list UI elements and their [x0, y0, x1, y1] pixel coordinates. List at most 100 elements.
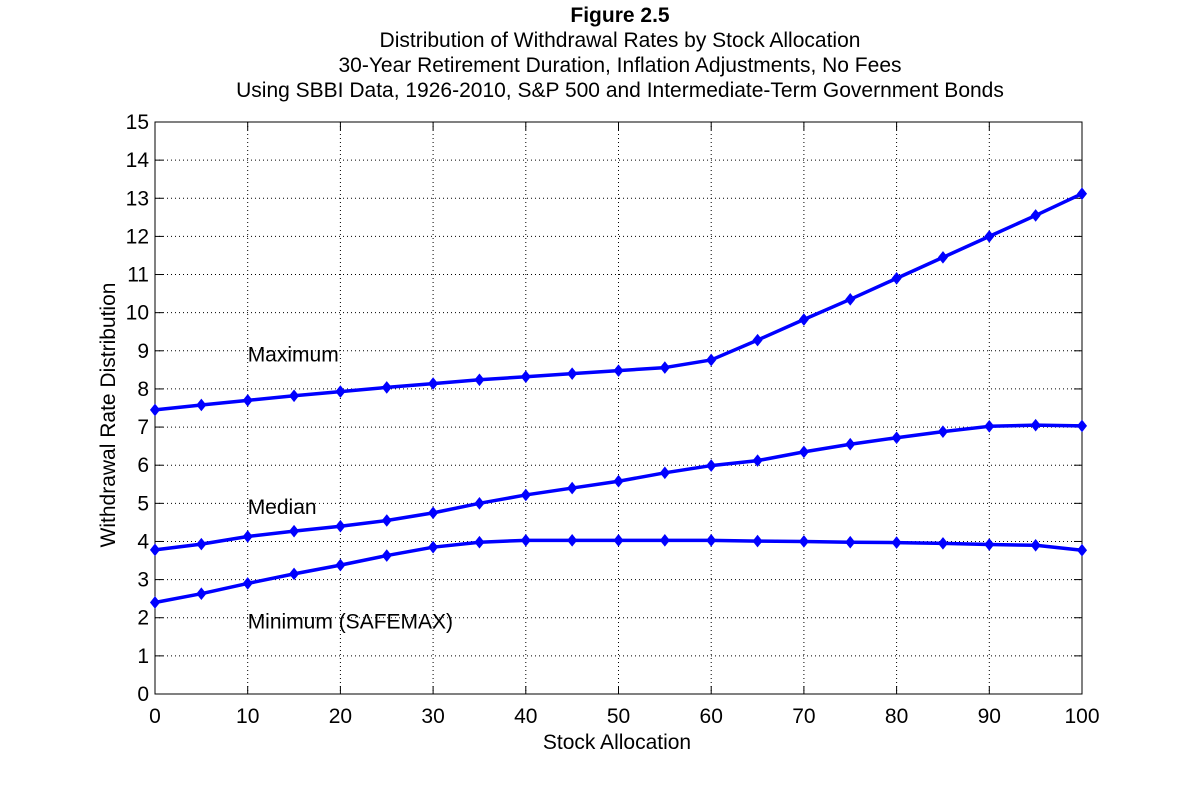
series-annotations: Maximum Median Minimum (SAFEMAX) [248, 344, 453, 634]
data-point-maximum [567, 367, 578, 380]
data-series [149, 187, 1088, 609]
data-point-minimum-safemax [659, 534, 670, 547]
y-tick-label: 14 [126, 149, 150, 172]
data-point-maximum [984, 230, 995, 243]
data-point-maximum [196, 398, 207, 412]
data-point-minimum-safemax [937, 537, 948, 550]
data-point-maximum [474, 373, 485, 387]
x-tick-label: 90 [978, 705, 1001, 728]
data-point-minimum-safemax [845, 535, 856, 549]
data-point-maximum [752, 333, 763, 347]
data-point-minimum-safemax [242, 577, 253, 590]
y-tick-label: 7 [137, 416, 149, 439]
y-tick-label: 2 [137, 607, 149, 630]
x-axis-label: Stock Allocation [543, 731, 691, 754]
x-tick-label: 40 [514, 705, 537, 728]
data-point-median [798, 445, 809, 459]
chart-subtitle-3: Using SBBI Data, 1926-2010, S&P 500 and … [236, 79, 1004, 102]
data-point-median [428, 506, 439, 520]
data-point-maximum [335, 385, 346, 398]
data-point-median [520, 488, 531, 502]
x-tick-label: 60 [700, 705, 723, 728]
data-point-median [1076, 419, 1088, 433]
data-point-minimum-safemax [798, 535, 809, 548]
plot-area-frame [154, 121, 1083, 695]
data-point-minimum-safemax [520, 534, 531, 547]
data-point-minimum-safemax [567, 534, 578, 547]
data-point-median [289, 524, 300, 538]
data-point-median [1030, 418, 1041, 432]
y-tick-label: 5 [137, 492, 149, 515]
data-point-median [937, 425, 948, 438]
annotation-label: Minimum (SAFEMAX) [248, 611, 453, 634]
data-point-maximum [659, 361, 670, 374]
data-point-median [752, 454, 763, 467]
annotation-label: Median [248, 496, 317, 519]
data-point-median [659, 466, 670, 480]
data-point-median [845, 437, 856, 451]
data-point-minimum-safemax [752, 534, 763, 548]
data-point-minimum-safemax [474, 535, 485, 549]
data-point-maximum [381, 381, 392, 394]
data-point-median [242, 530, 253, 543]
data-point-median [706, 459, 717, 472]
y-tick-label: 12 [126, 225, 149, 248]
data-point-maximum [149, 403, 161, 417]
data-point-minimum-safemax [196, 587, 207, 601]
data-point-maximum [289, 389, 300, 403]
data-point-maximum [937, 251, 948, 264]
x-tick-label: 50 [607, 705, 630, 728]
annotation-label: Maximum [248, 344, 339, 367]
y-tick-label: 3 [137, 569, 149, 592]
data-point-maximum [428, 377, 439, 390]
y-tick-label: 13 [126, 187, 149, 210]
chart-title-block: Figure 2.5 Distribution of Withdrawal Ra… [0, 3, 1196, 103]
data-point-maximum [520, 370, 531, 384]
y-tick-label: 8 [137, 378, 149, 401]
x-tick-label: 80 [885, 705, 908, 728]
y-tick-label: 15 [126, 111, 149, 134]
data-point-minimum-safemax [984, 538, 995, 551]
y-tick-label: 6 [137, 454, 149, 477]
data-point-maximum [706, 353, 717, 367]
data-point-maximum [242, 394, 253, 407]
data-point-maximum [613, 364, 624, 377]
chart-subtitle-2: 30-Year Retirement Duration, Inflation A… [338, 54, 902, 77]
data-point-median [984, 420, 995, 433]
data-point-minimum-safemax [891, 536, 902, 549]
data-point-minimum-safemax [381, 549, 392, 562]
x-tick-label: 30 [421, 705, 444, 728]
data-point-minimum-safemax [706, 534, 717, 547]
data-point-minimum-safemax [428, 540, 439, 554]
y-tick-label: 10 [126, 302, 149, 325]
data-point-minimum-safemax [1030, 538, 1041, 552]
data-point-median [381, 514, 392, 527]
data-point-median [891, 431, 902, 445]
data-point-median [474, 497, 485, 510]
y-tick-label: 11 [127, 264, 149, 287]
data-point-median [335, 519, 346, 533]
x-tick-label: 0 [149, 705, 161, 728]
axis-ticks: 0 10 20 30 40 50 60 70 80 90 100012345678910111213… [126, 111, 1100, 728]
data-point-minimum-safemax [289, 567, 300, 581]
grid-lines [155, 122, 1082, 694]
data-point-maximum [891, 272, 902, 285]
y-tick-label: 9 [137, 340, 149, 363]
data-point-minimum-safemax [149, 596, 161, 609]
y-tick-label: 0 [137, 683, 149, 706]
y-tick-label: 4 [137, 530, 149, 553]
data-point-median [196, 537, 207, 551]
x-tick-label: 70 [792, 705, 815, 728]
data-point-minimum-safemax [1076, 543, 1088, 557]
data-point-median [567, 481, 578, 495]
y-axis-label: Withdrawal Rate Distribution [97, 283, 120, 548]
data-point-minimum-safemax [335, 558, 346, 572]
data-point-maximum [845, 293, 856, 306]
x-tick-label: 20 [329, 705, 352, 728]
data-point-median [149, 543, 161, 557]
data-point-maximum [1030, 209, 1041, 222]
data-point-maximum [798, 313, 809, 326]
data-point-median [613, 474, 624, 488]
x-tick-label: 10 [236, 705, 259, 728]
